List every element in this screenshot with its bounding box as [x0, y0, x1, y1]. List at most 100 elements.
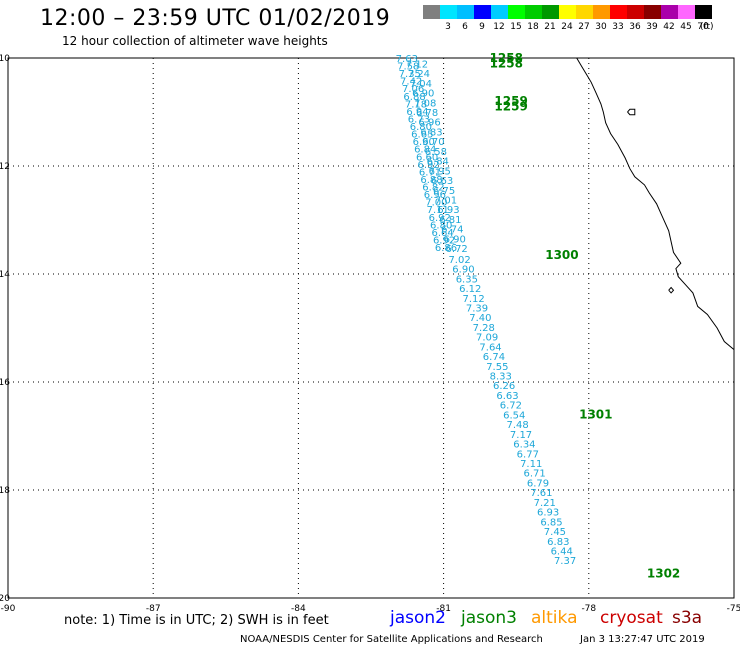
color-scale-label: 45 — [680, 22, 692, 32]
color-scale-swatch — [491, 5, 508, 19]
wave-height-label: 7.42 — [400, 77, 422, 88]
page-subtitle: 12 hour collection of altimeter wave hei… — [62, 34, 328, 48]
pass-time-label: 1258 — [490, 56, 523, 70]
color-scale-label: 12 — [493, 22, 505, 32]
wave-height-label: 6.96 — [418, 118, 440, 129]
wave-height-label: 7.45 — [544, 527, 566, 538]
generated-timestamp: Jan 3 13:27:47 UTC 2019 — [580, 634, 705, 645]
island-outline — [668, 286, 675, 294]
wave-height-label: 6.71 — [419, 167, 441, 178]
color-scale-swatch — [474, 5, 491, 19]
color-scale-swatch — [678, 5, 695, 19]
wave-height-label: 7.17 — [510, 430, 532, 441]
wave-height-label: 7.09 — [476, 333, 498, 344]
color-scale-swatch — [423, 5, 440, 19]
color-scale-label: 70 — [697, 22, 709, 32]
wave-height-label: 6.92 — [433, 235, 455, 246]
wave-height-label: 6.86 — [435, 243, 457, 254]
coastline — [576, 57, 735, 350]
wave-height-label: 6.35 — [456, 274, 478, 285]
color-scale-label: 33 — [612, 22, 624, 32]
wave-height-label: 7.00 — [425, 198, 447, 209]
color-scale-unit: (ft) — [700, 22, 714, 32]
lon-tick-label: -87 — [146, 604, 161, 614]
wave-height-label: 7.12 — [406, 59, 428, 70]
color-scale-swatch — [440, 5, 457, 19]
color-scale-swatch — [559, 5, 576, 19]
wave-height-label: 6.80 — [410, 122, 432, 133]
lat-tick-label: -12 — [0, 162, 10, 172]
legend-item-s3a: s3a — [672, 608, 703, 628]
lon-tick-label: -75 — [727, 604, 740, 614]
wave-height-label: 6.83 — [547, 537, 569, 548]
wave-height-label: 7.02 — [448, 255, 470, 266]
wave-height-label: 7.04 — [410, 79, 432, 90]
page-title: 12:00 – 23:59 UTC 01/02/2019 — [40, 6, 391, 31]
wave-height-label: 6.84 — [414, 145, 436, 156]
pass-time-label: 1258 — [490, 51, 523, 65]
wave-height-label: 7.11 — [427, 205, 449, 216]
wave-height-label: 7.58 — [397, 62, 419, 73]
wave-height-label: 6.90 — [452, 265, 474, 276]
wave-height-label: 6.93 — [537, 508, 559, 519]
wave-height-label: 6.34 — [513, 440, 535, 451]
wave-height-label: 6.90 — [412, 89, 434, 100]
wave-height-label: 6.72 — [446, 244, 468, 255]
pass-time-label: 1259 — [494, 94, 527, 108]
wave-height-label: 6.12 — [459, 284, 481, 295]
color-scale-label: 3 — [445, 22, 451, 32]
wave-height-label: 7.18 — [405, 99, 427, 110]
color-scale-swatch — [695, 5, 712, 19]
wave-height-label: 6.80 — [430, 220, 452, 231]
wave-height-label: 6.93 — [437, 205, 459, 216]
lat-tick-label: -16 — [0, 378, 10, 388]
wave-height-label: 6.88 — [403, 92, 425, 103]
wave-height-label: 6.81 — [439, 215, 461, 226]
lon-tick-label: -78 — [581, 604, 596, 614]
wave-height-label: 7.48 — [507, 420, 529, 431]
wave-height-label: 6.85 — [540, 517, 562, 528]
wave-height-label: 6.84 — [427, 157, 449, 168]
pass-time-label: 1301 — [579, 407, 612, 421]
wave-height-label: 6.79 — [527, 478, 549, 489]
wave-height-label: 6.58 — [425, 147, 447, 158]
wave-height-label: 6.63 — [496, 391, 518, 402]
wave-height-label: 6.92 — [417, 160, 439, 171]
wave-height-label: 7.55 — [486, 362, 508, 373]
wave-height-label: 7.08 — [414, 98, 436, 109]
lon-tick-label: -90 — [1, 604, 16, 614]
wave-height-label: 7.28 — [473, 323, 495, 334]
color-scale-label: 9 — [479, 22, 485, 32]
legend-item-jason2: jason2 — [390, 608, 446, 628]
footer-note: note: 1) Time is in UTC; 2) SWH is in fe… — [64, 613, 329, 628]
wave-height-label: 7.01 — [435, 195, 457, 206]
color-scale-swatch — [610, 5, 627, 19]
color-scale-swatch — [627, 5, 644, 19]
legend-item-jason3: jason3 — [461, 608, 517, 628]
color-scale-swatch — [593, 5, 610, 19]
wave-height-label: 6.78 — [416, 108, 438, 119]
wave-height-label: 6.82 — [422, 183, 444, 194]
color-scale-swatch — [542, 5, 559, 19]
wave-height-label: 7.37 — [554, 556, 576, 567]
wave-height-label: 6.60 — [416, 152, 438, 163]
color-scale-label: 24 — [561, 22, 573, 32]
lat-tick-label: -20 — [0, 594, 10, 604]
wave-height-label: 6.95 — [429, 166, 451, 177]
color-scale-label: 30 — [595, 22, 607, 32]
wave-height-label: 6.96 — [424, 190, 446, 201]
wave-height-label: 6.74 — [483, 352, 505, 363]
wave-height-label: 6.54 — [503, 410, 525, 421]
plot-frame — [7, 57, 735, 599]
wave-height-label: 7.63 — [396, 54, 418, 65]
wave-height-label: 7.12 — [462, 294, 484, 305]
wave-height-label: 6.64 — [432, 228, 454, 239]
wave-height-label: 7.21 — [534, 498, 556, 509]
wave-height-label: 7.35 — [399, 69, 421, 80]
wave-height-label: 6.65 — [411, 130, 433, 141]
wave-height-label: 6.88 — [420, 175, 442, 186]
wave-height-label: 7.39 — [466, 303, 488, 314]
color-scale-swatch — [508, 5, 525, 19]
color-scale-label: 27 — [578, 22, 590, 32]
